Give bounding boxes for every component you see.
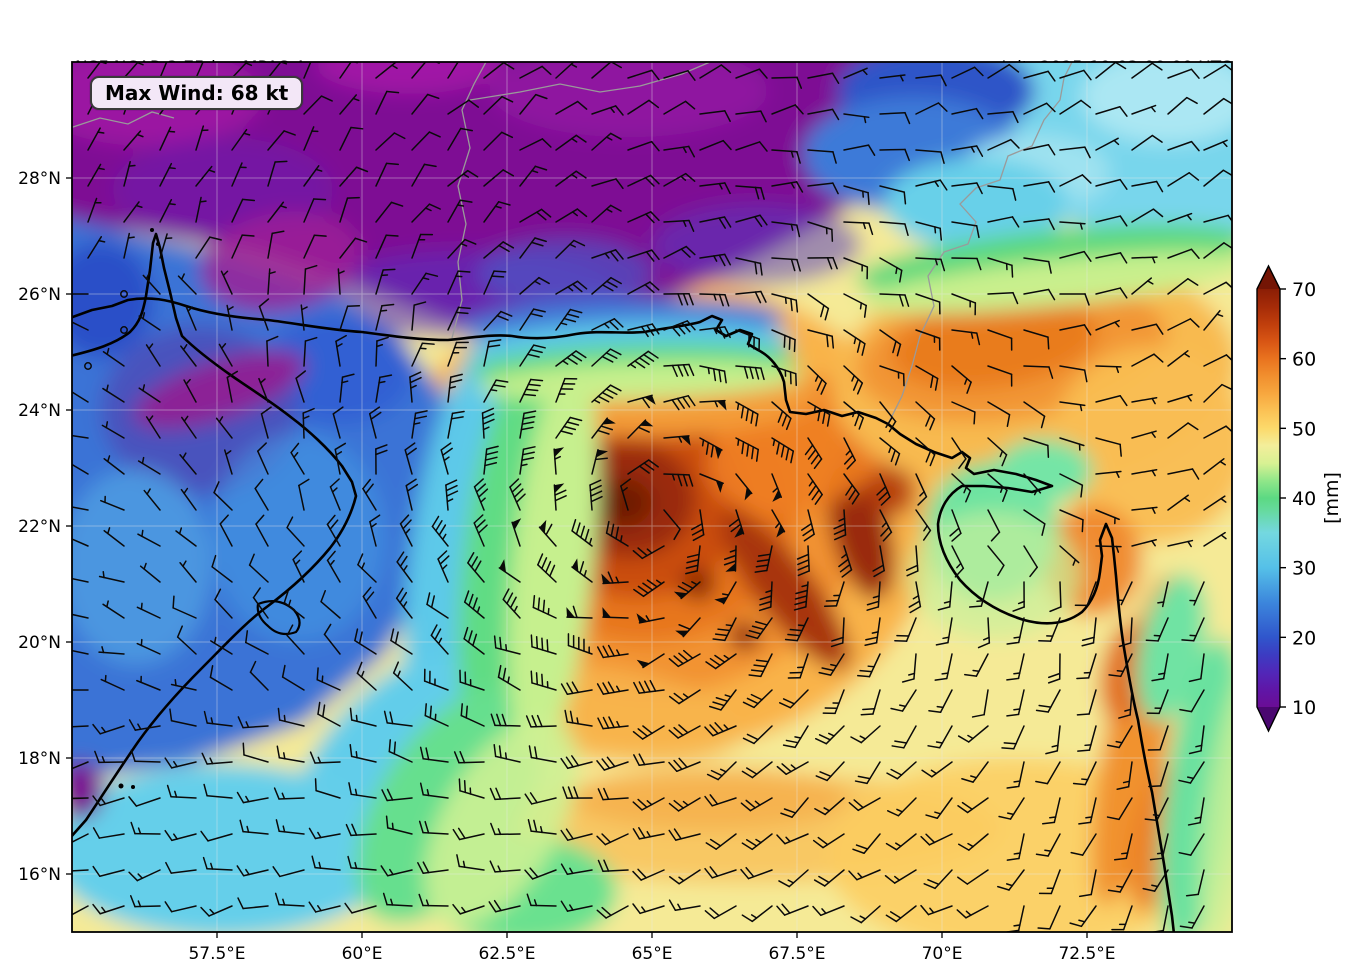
max-wind-badge: Max Wind: 68 kt — [90, 76, 304, 110]
colorbar-tick-label: 40 — [1292, 488, 1316, 510]
y-tick-label: 28°N — [18, 169, 61, 189]
axis-ticks-and-labels: 57.5°E 60°E 62.5°E 65°E 67.5°E 70°E 72.5°E 16°N… — [18, 169, 1115, 964]
y-tick-label: 18°N — [18, 749, 61, 769]
country-border-lines — [72, 62, 1073, 425]
colorbar-tick-label: 10 — [1292, 697, 1316, 719]
coastline-layer — [72, 228, 1176, 932]
x-tick-label: 62.5°E — [478, 944, 535, 964]
colorbar-tick-label: 60 — [1292, 349, 1316, 371]
x-tick-label: 70°E — [922, 944, 963, 964]
colorbar-tick-label: 70 — [1292, 279, 1316, 301]
y-tick-label: 22°N — [18, 517, 61, 537]
x-tick-label: 72.5°E — [1058, 944, 1115, 964]
colorbar-units-label: [mm] — [1321, 472, 1343, 524]
y-tick-label: 26°N — [18, 285, 61, 305]
small-islands — [118, 228, 160, 789]
tpw-field-layer — [72, 62, 1232, 932]
colorbar-tick-label: 30 — [1292, 558, 1316, 580]
graticule-lines — [72, 62, 1232, 932]
colorbar-tick-label: 50 — [1292, 418, 1316, 440]
x-tick-label: 57.5°E — [188, 944, 245, 964]
y-tick-label: 24°N — [18, 401, 61, 421]
y-tick-label: 16°N — [18, 865, 61, 885]
x-tick-label: 60°E — [342, 944, 383, 964]
x-tick-label: 67.5°E — [768, 944, 825, 964]
colorbar: 10 20 30 40 50 60 70 [mm] — [1256, 264, 1343, 733]
x-tick-label: 65°E — [632, 944, 673, 964]
y-tick-label: 20°N — [18, 633, 61, 653]
wind-barb-layer — [72, 62, 1232, 932]
colorbar-tick-label: 20 — [1292, 627, 1316, 649]
